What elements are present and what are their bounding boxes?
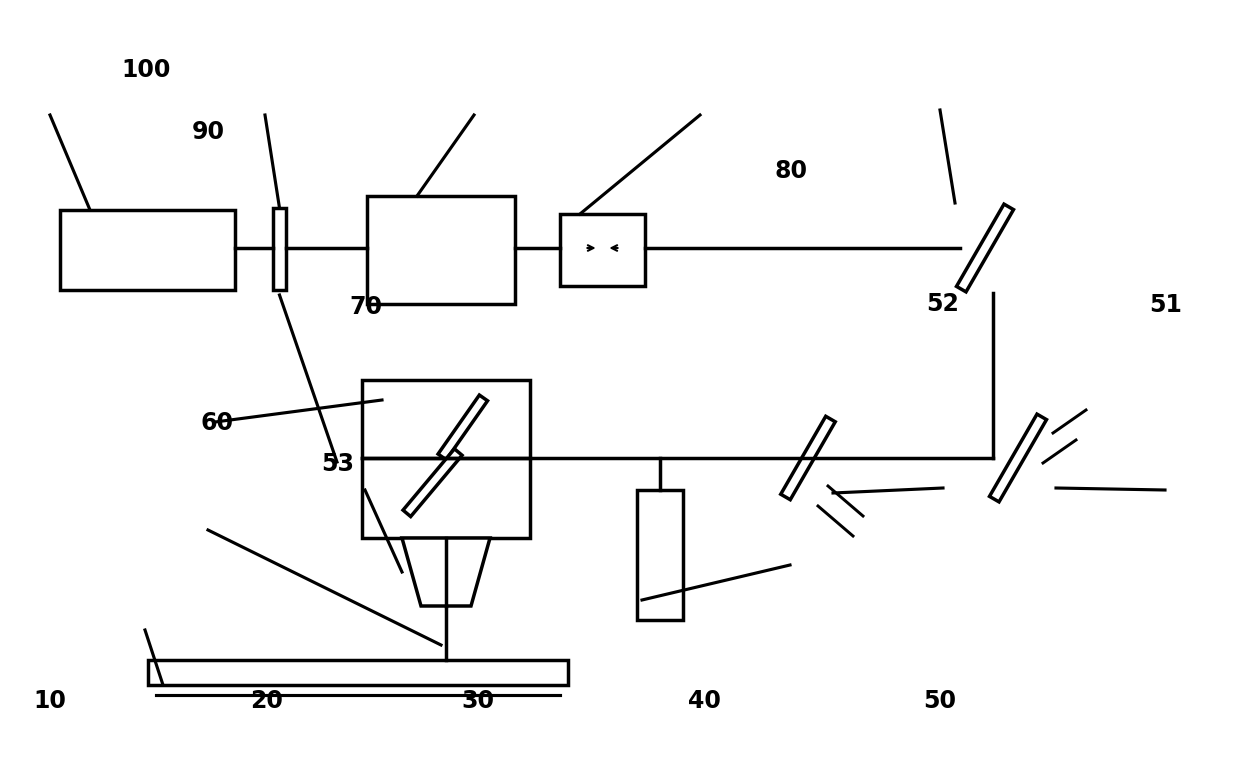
Text: 52: 52: [926, 292, 959, 316]
Text: 20: 20: [250, 689, 283, 713]
Polygon shape: [956, 204, 1013, 292]
Text: 80: 80: [775, 159, 807, 182]
Bar: [637, 490, 683, 620]
Bar: [148, 660, 568, 685]
Bar: [273, 208, 286, 290]
Polygon shape: [403, 449, 463, 517]
Polygon shape: [438, 395, 487, 460]
Bar: [60, 210, 236, 290]
Text: 10: 10: [33, 689, 66, 713]
Bar: [362, 380, 529, 538]
Text: 70: 70: [350, 295, 382, 319]
Text: 60: 60: [201, 411, 233, 435]
Polygon shape: [402, 538, 490, 606]
Text: 90: 90: [192, 120, 224, 143]
Text: 40: 40: [688, 689, 720, 713]
Text: 100: 100: [122, 59, 171, 82]
Text: 53: 53: [321, 452, 353, 475]
Bar: [560, 214, 645, 286]
Polygon shape: [990, 414, 1047, 502]
Polygon shape: [781, 417, 836, 500]
Bar: [367, 196, 515, 304]
Text: 50: 50: [924, 689, 956, 713]
Text: 51: 51: [1149, 294, 1182, 317]
Text: 30: 30: [461, 689, 494, 713]
